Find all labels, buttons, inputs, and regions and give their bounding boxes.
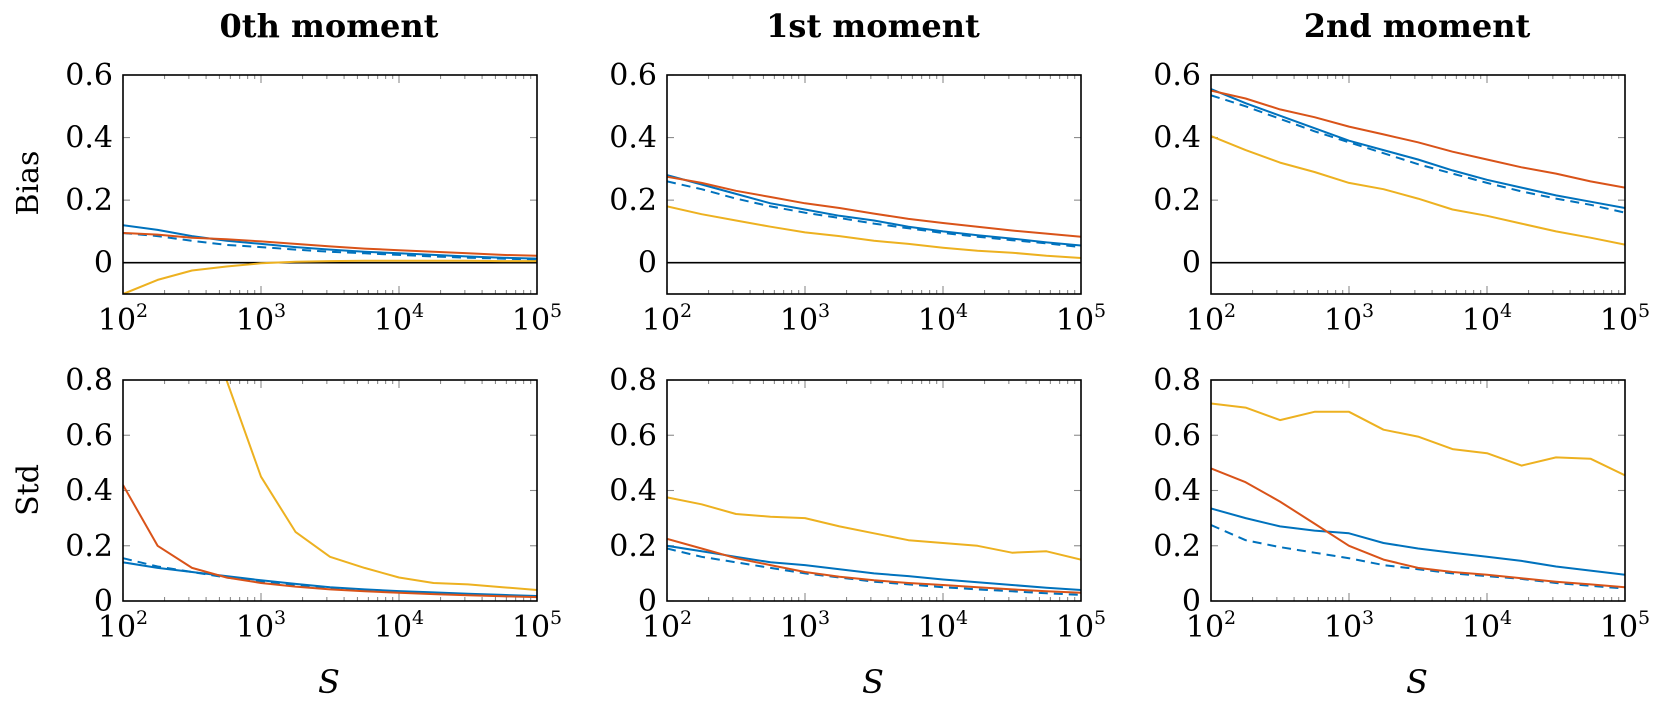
panel-bias-2nd-series-red — [1211, 89, 1625, 189]
panel-std-2nd-xtick-label: 103 — [1324, 607, 1374, 645]
panel-std-1st-series-yellow — [667, 496, 1081, 561]
panel-bias-2nd-xtick-label: 102 — [1186, 300, 1236, 338]
panel-bias-0th-series-blue-dashed — [123, 232, 537, 261]
panel-bias-1st: 0 0.2 0.4 0.6 102 103 104 105 — [609, 58, 1106, 338]
x-axis-label-0th: S — [318, 663, 340, 701]
panel-std-1st-ytick-label: 0 — [638, 584, 657, 619]
panel-bias-1st-series-red — [667, 175, 1081, 238]
x-axis-label-1st: S — [862, 663, 884, 701]
panel-bias-1st-xtick-label: 104 — [918, 300, 968, 338]
panel-std-0th: 0 0.2 0.4 0.6 0.8 102 103 104 105 — [65, 363, 562, 645]
panel-bias-2nd-xtick-label: 105 — [1600, 300, 1650, 338]
panel-std-0th-xtick-label: 104 — [374, 607, 424, 645]
panel-std-1st-frame — [666, 379, 1082, 602]
panel-std-1st-ytick-label: 0.6 — [609, 418, 657, 453]
panel-std-0th-frame — [122, 379, 538, 602]
panel-std-2nd-ytick-label: 0 — [1182, 584, 1201, 619]
panel-std-2nd-xtick-label: 102 — [1186, 607, 1236, 645]
panel-bias-0th-xtick-label: 104 — [374, 300, 424, 338]
panel-bias-1st-xtick-label: 103 — [780, 300, 830, 338]
panel-std-0th-ytick-label: 0.6 — [65, 418, 113, 453]
panel-bias-1st-series-yellow — [667, 205, 1081, 259]
panel-bias-2nd-xtick-label: 103 — [1324, 300, 1374, 338]
panel-std-1st-xtick-label: 103 — [780, 607, 830, 645]
panel-bias-0th-ytick-label: 0.6 — [65, 58, 113, 93]
chart-panels: 0 0.2 0.4 0.6 102 103 104 105 0 0.2 0.4 0.6 102 103 10… — [65, 58, 1650, 645]
panel-bias-2nd-ytick-label: 0.2 — [1153, 183, 1201, 218]
panel-std-0th-ytick-label: 0.4 — [65, 474, 113, 509]
panel-std-0th-series-blue — [123, 561, 537, 597]
panel-std-1st-ytick-label: 0.4 — [609, 474, 657, 509]
panel-std-1st-xtick-label: 102 — [642, 607, 692, 645]
panel-bias-0th-xtick-label: 102 — [98, 300, 148, 338]
panel-std-2nd-series-yellow — [1211, 402, 1625, 477]
panel-bias-2nd-ytick-label: 0.4 — [1153, 121, 1201, 156]
panel-bias-0th: 0 0.2 0.4 0.6 102 103 104 105 — [65, 58, 562, 338]
panel-std-2nd-series-blue-dashed — [1211, 524, 1625, 590]
panel-std-0th-ytick-label: 0 — [94, 584, 113, 619]
panel-std-2nd-ytick-label: 0.4 — [1153, 474, 1201, 509]
panel-std-1st-series-blue-dashed — [667, 547, 1081, 596]
column-title-0th-moment: 0th moment — [220, 7, 439, 45]
panel-std-2nd-ytick-label: 0.6 — [1153, 418, 1201, 453]
panel-std-2nd-ytick-label: 0.8 — [1153, 363, 1201, 398]
panel-std-0th-ytick-label: 0.8 — [65, 363, 113, 398]
column-title-2nd-moment: 2nd moment — [1304, 7, 1531, 45]
panel-std-1st: 0 0.2 0.4 0.6 0.8 102 103 104 105 — [609, 363, 1106, 645]
panel-bias-2nd-ytick-label: 0.6 — [1153, 58, 1201, 93]
panel-bias-2nd-series-blue — [1211, 88, 1625, 209]
panel-bias-0th-xtick-label: 105 — [512, 300, 562, 338]
panel-bias-0th-ytick-label: 0.4 — [65, 121, 113, 156]
panel-bias-1st-ytick-label: 0 — [638, 246, 657, 281]
panel-bias-2nd-frame — [1210, 74, 1626, 295]
panel-bias-0th-series-yellow — [123, 259, 537, 294]
panel-bias-2nd-ytick-label: 0 — [1182, 246, 1201, 281]
panel-bias-2nd-series-yellow — [1211, 135, 1625, 246]
row-label-std: Std — [11, 464, 46, 516]
panel-bias-0th-series-red — [123, 232, 537, 257]
panel-std-2nd-xtick-label: 105 — [1600, 607, 1650, 645]
panel-std-2nd: 0 0.2 0.4 0.6 0.8 102 103 104 105 — [1153, 363, 1650, 645]
panel-bias-1st-series-blue — [667, 174, 1081, 247]
panel-bias-2nd-xtick-label: 104 — [1462, 300, 1512, 338]
panel-bias-1st-ytick-label: 0.4 — [609, 121, 657, 156]
panel-std-2nd-series-red — [1211, 467, 1625, 589]
column-title-1st-moment: 1st moment — [766, 7, 980, 45]
panel-std-0th-series-red — [123, 484, 537, 599]
panel-std-0th-xtick-label: 103 — [236, 607, 286, 645]
panel-std-1st-xtick-label: 104 — [918, 607, 968, 645]
panel-std-1st-series-red — [667, 537, 1081, 594]
panel-bias-1st-frame — [666, 74, 1082, 295]
panel-bias-2nd-series-blue-dashed — [1211, 94, 1625, 214]
panel-std-1st-series-blue — [667, 544, 1081, 591]
x-axis-label-2nd: S — [1406, 663, 1428, 701]
panel-std-1st-ytick-label: 0.8 — [609, 363, 657, 398]
panel-bias-0th-series-blue — [123, 224, 537, 260]
panel-std-1st-xtick-label: 105 — [1056, 607, 1106, 645]
row-label-bias: Bias — [11, 151, 46, 216]
panel-std-0th-xtick-label: 105 — [512, 607, 562, 645]
panel-bias-1st-series-blue-dashed — [667, 180, 1081, 249]
panel-std-0th-xtick-label: 102 — [98, 607, 148, 645]
panel-std-2nd-xtick-label: 104 — [1462, 607, 1512, 645]
panel-bias-0th-ytick-label: 0 — [94, 246, 113, 281]
panel-std-1st-ytick-label: 0.2 — [609, 529, 657, 564]
panel-std-2nd-series-blue — [1211, 507, 1625, 576]
panel-bias-1st-ytick-label: 0.6 — [609, 58, 657, 93]
panel-std-0th-series-yellow — [225, 380, 537, 591]
panel-bias-0th-xtick-label: 103 — [236, 300, 286, 338]
panel-bias-1st-xtick-label: 105 — [1056, 300, 1106, 338]
panel-bias-1st-xtick-label: 102 — [642, 300, 692, 338]
panel-std-2nd-ytick-label: 0.2 — [1153, 529, 1201, 564]
panel-bias-2nd: 0 0.2 0.4 0.6 102 103 104 105 — [1153, 58, 1650, 338]
panel-bias-0th-frame — [122, 74, 538, 295]
panel-std-2nd-frame — [1210, 379, 1626, 602]
panel-bias-1st-ytick-label: 0.2 — [609, 183, 657, 218]
panel-bias-0th-ytick-label: 0.2 — [65, 183, 113, 218]
panel-std-0th-ytick-label: 0.2 — [65, 529, 113, 564]
